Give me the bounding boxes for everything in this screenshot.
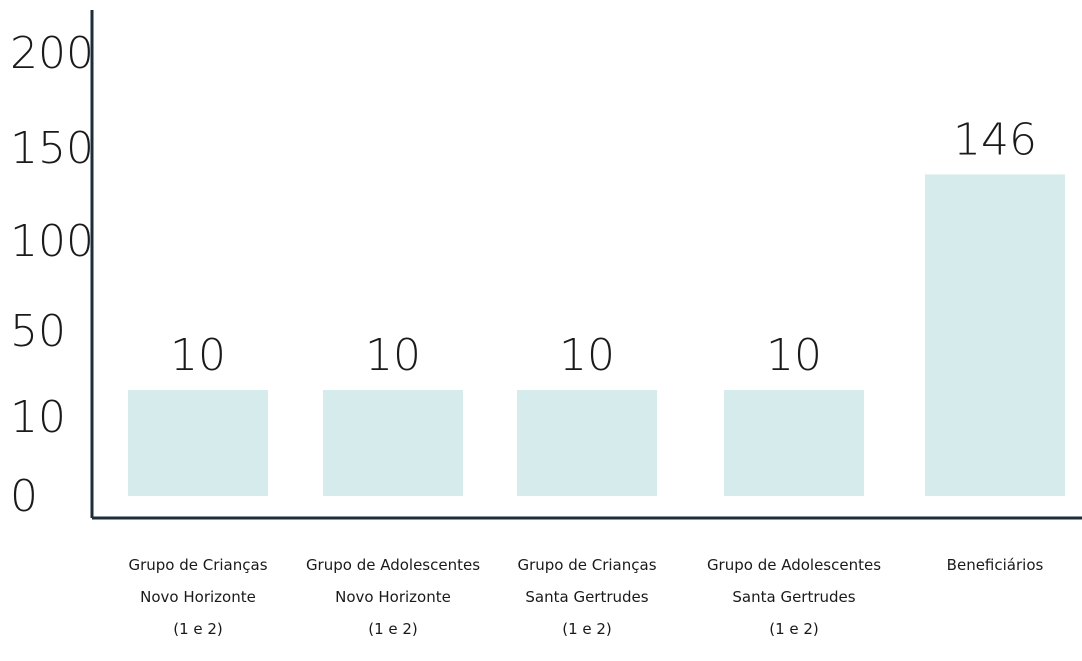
data-label: 10: [559, 330, 615, 381]
bar: [724, 390, 864, 496]
x-tick-label: Grupo de Crianças Santa Gertrudes (1 e 2): [517, 556, 656, 638]
y-tick-label: 200: [10, 28, 94, 79]
x-tick-label: Grupo de Crianças Novo Horizonte (1 e 2): [128, 556, 267, 638]
x-tick-label: Grupo de Adolescentes Santa Gertrudes (1 e…: [707, 556, 881, 638]
data-label: 10: [170, 330, 226, 381]
bar: [517, 390, 657, 496]
y-tick-labels-group: 0 10 50 100 150 200: [10, 28, 94, 522]
y-tick-label: 50: [10, 306, 66, 357]
bar: [128, 390, 268, 496]
data-labels-group: 10 10 10 10 146: [170, 114, 1037, 381]
data-label: 10: [365, 330, 421, 381]
x-tick-label: Grupo de Adolescentes Novo Horizonte (1 e …: [306, 556, 480, 638]
y-tick-label: 100: [10, 216, 94, 267]
y-tick-label: 10: [10, 392, 66, 443]
bar: [323, 390, 463, 496]
x-tick-labels-group: Grupo de Crianças Novo Horizonte (1 e 2) Gr…: [128, 556, 1043, 638]
x-tick-label: Beneficiários: [947, 556, 1044, 574]
y-tick-label: 150: [10, 123, 94, 174]
y-tick-label: 0: [10, 471, 38, 522]
data-label: 146: [953, 114, 1037, 165]
data-label: 10: [766, 330, 822, 381]
bar: [925, 174, 1065, 496]
bars-group: [128, 174, 1065, 496]
